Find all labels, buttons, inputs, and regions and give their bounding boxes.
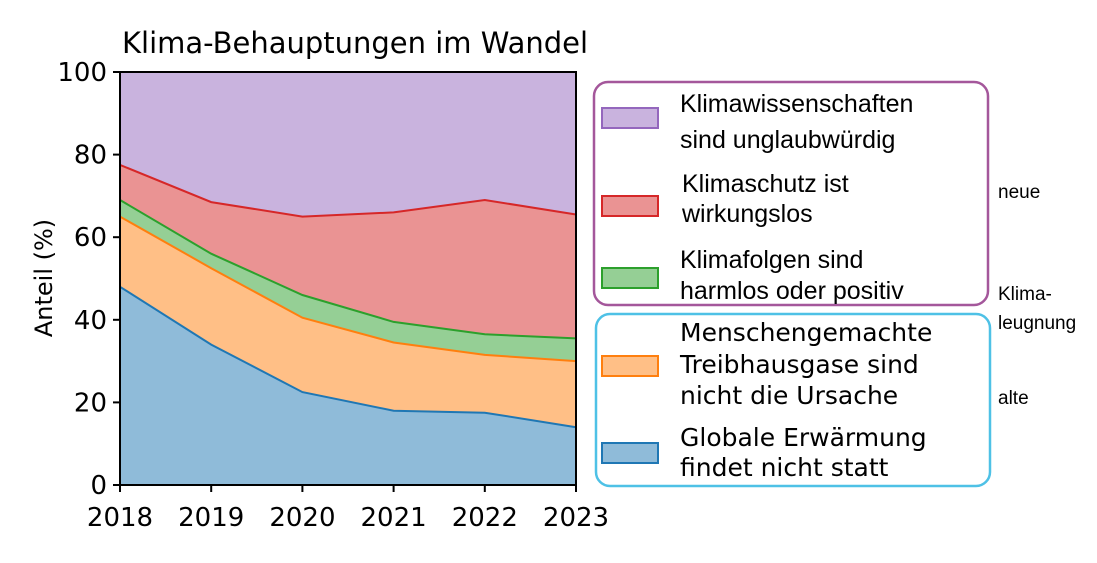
legend-swatch-klimawissenschaften-sind-unglaubw-rdig bbox=[601, 107, 659, 129]
group-label-climate: Klima- bbox=[998, 284, 1052, 305]
x-tick-label: 2018 bbox=[87, 503, 153, 533]
line-menschengemachte-treibhausgase-sind-nicht-die-ursache bbox=[119, 215, 577, 363]
y-tick-label: 40 bbox=[74, 306, 107, 336]
legend-swatch-menschengemachte-treibhausgase-sind-nicht-die-ursache bbox=[601, 355, 659, 377]
y-axis: 0 20 40 60 80 100 bbox=[57, 58, 120, 501]
legend-group-box-new bbox=[592, 80, 990, 307]
chart-title: Klima-Behauptungen im Wandel bbox=[122, 26, 588, 60]
legend-label-menschengemachte-treibhausgase-sind-nicht-die-ursache: nicht die Ursache bbox=[680, 381, 898, 410]
legend-swatch-klimaschutz-ist-wirkungslos bbox=[601, 195, 659, 217]
legend-label-menschengemachte-treibhausgase-sind-nicht-die-ursache: Treibhausgase sind bbox=[679, 350, 919, 379]
legend-group-box-old bbox=[594, 312, 992, 488]
legend-label-klimafolgen-sind-harmlos-oder-positiv: harmlos oder positiv bbox=[680, 277, 904, 305]
line-globale-erw-rmung-findet-nicht-statt bbox=[119, 285, 577, 429]
legend-swatch-globale-erw-rmung-findet-nicht-statt bbox=[601, 442, 659, 464]
x-tick-label: 2022 bbox=[452, 503, 518, 533]
legend-swatch-klimafolgen-sind-harmlos-oder-positiv bbox=[601, 267, 659, 289]
area-layers bbox=[120, 72, 576, 485]
area-menschengemachte-treibhausgase-sind-nicht-die-ursache bbox=[120, 216, 576, 428]
group-label-new: neue bbox=[998, 182, 1040, 203]
legend-label-klimafolgen-sind-harmlos-oder-positiv: Klimafolgen sind bbox=[680, 246, 863, 274]
y-axis-label: Anteil (%) bbox=[30, 219, 58, 337]
legend-label-klimaschutz-ist-wirkungslos: Klimaschutz ist bbox=[682, 170, 849, 198]
x-tick-label: 2020 bbox=[269, 503, 335, 533]
legend-label-globale-erw-rmung-findet-nicht-statt: Globale Erwärmung bbox=[680, 423, 927, 452]
plot-frame bbox=[119, 71, 577, 486]
x-axis: 2018 2019 2020 2021 2022 2023 bbox=[87, 485, 609, 533]
legend-label-klimawissenschaften-sind-unglaubw-rdig: Klimawissenschaften bbox=[680, 90, 913, 118]
legend-label-klimaschutz-ist-wirkungslos: wirkungslos bbox=[681, 200, 813, 228]
y-tick-label: 100 bbox=[57, 58, 107, 88]
line-klimaschutz-ist-wirkungslos bbox=[119, 163, 577, 218]
y-tick-label: 60 bbox=[74, 223, 107, 253]
x-tick-label: 2019 bbox=[178, 503, 244, 533]
group-label-denial: leugnung bbox=[998, 313, 1076, 334]
x-tick-label: 2021 bbox=[361, 503, 427, 533]
legend-label-globale-erw-rmung-findet-nicht-statt: findet nicht statt bbox=[680, 453, 889, 482]
legend-label-klimawissenschaften-sind-unglaubw-rdig: sind unglaubwürdig bbox=[680, 126, 895, 154]
legend-label-menschengemachte-treibhausgase-sind-nicht-die-ursache: Menschengemachte bbox=[680, 318, 932, 347]
y-tick-label: 80 bbox=[74, 141, 107, 171]
y-tick-label: 20 bbox=[74, 388, 107, 418]
y-tick-label: 0 bbox=[90, 471, 107, 501]
legend: Klimawissenschaften sind unglaubwürdig Kli… bbox=[601, 90, 932, 482]
group-label-old: alte bbox=[998, 388, 1029, 409]
area-klimafolgen-sind-harmlos-oder-positiv bbox=[120, 200, 576, 362]
x-tick-label: 2023 bbox=[543, 503, 609, 533]
area-globale-erw-rmung-findet-nicht-statt bbox=[120, 286, 576, 485]
area-klimawissenschaften-sind-unglaubw-rdig bbox=[120, 72, 576, 217]
area-klimaschutz-ist-wirkungslos bbox=[120, 164, 576, 339]
line-klimafolgen-sind-harmlos-oder-positiv bbox=[119, 199, 577, 340]
area-boundary-lines bbox=[119, 163, 577, 429]
